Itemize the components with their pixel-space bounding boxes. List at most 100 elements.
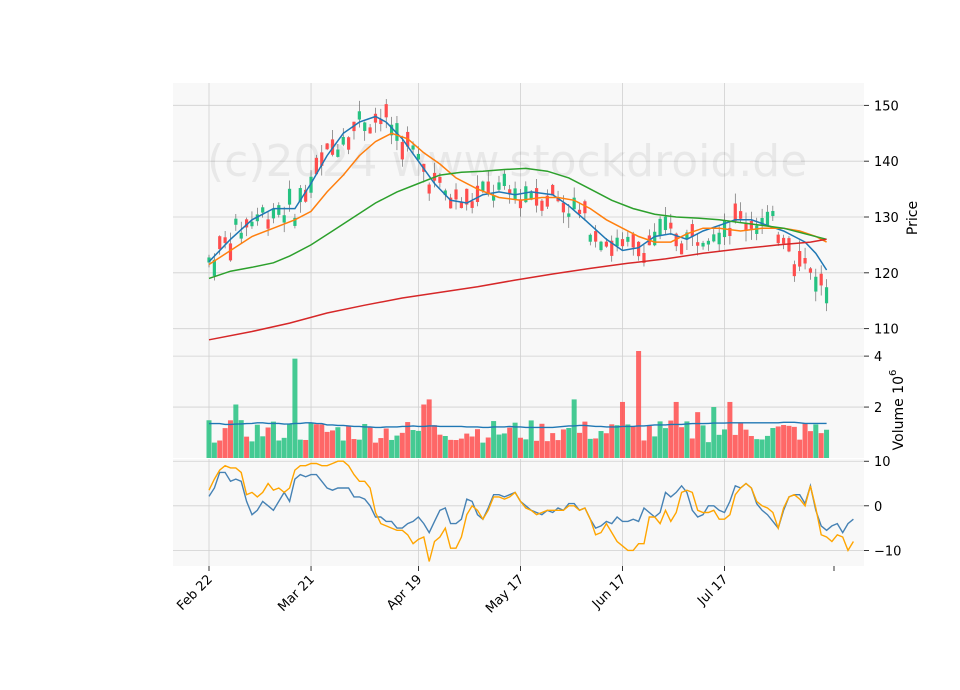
candle-body <box>239 232 243 239</box>
volume-bar <box>657 421 663 458</box>
candle-body <box>631 234 635 248</box>
candle-body <box>728 227 732 237</box>
volume-bar <box>276 440 282 458</box>
candle-body <box>819 273 823 286</box>
candle-body <box>261 207 265 213</box>
volume-bar <box>244 436 250 458</box>
volume-bar <box>625 424 631 458</box>
price-axis-label: Price <box>905 201 921 235</box>
volume-bar <box>711 407 717 458</box>
candle-body <box>561 202 566 213</box>
volume-bar <box>571 399 577 458</box>
candle-body <box>336 149 340 157</box>
volume-bar <box>802 423 808 458</box>
ma-line-red <box>208 238 827 341</box>
volume-tick-label: 4 <box>874 350 882 365</box>
volume-bar <box>432 425 438 458</box>
price-tick-label: 120 <box>874 267 899 282</box>
volume-bar <box>754 439 760 458</box>
volume-bar <box>421 404 427 458</box>
volume-bar <box>346 425 352 458</box>
candle-body <box>658 218 662 236</box>
candle-body <box>739 211 743 219</box>
candle-body <box>497 182 501 190</box>
candle-body <box>277 205 281 215</box>
candle-body <box>642 252 646 263</box>
candle-body <box>717 232 721 245</box>
volume-average <box>209 421 827 429</box>
candle-body <box>808 268 813 273</box>
candle-body <box>384 104 388 118</box>
volume-bar <box>743 429 749 458</box>
volume-bar <box>727 401 733 458</box>
candle-body <box>368 127 372 134</box>
volume-bar <box>689 438 695 458</box>
candle-body <box>518 199 523 209</box>
volume-bar <box>560 429 566 458</box>
oscillator-tick-label: 10 <box>874 455 891 470</box>
volume-bar <box>652 436 658 458</box>
volume-bar <box>807 431 813 458</box>
candle-body <box>513 188 517 200</box>
volume-bar <box>764 435 770 458</box>
candle-body <box>395 123 399 141</box>
candle-body <box>653 231 657 246</box>
candle-body <box>781 237 786 244</box>
volume-bar <box>609 424 615 458</box>
volume-bar <box>480 442 486 458</box>
volume-bar <box>448 439 454 458</box>
volume-bar <box>340 440 346 458</box>
candle-body <box>508 189 512 195</box>
volume-bar <box>587 438 593 458</box>
volume-bar <box>732 434 738 458</box>
volume-bar <box>641 440 647 458</box>
volume-bar <box>372 442 378 458</box>
volume-axis-label-base: Volume 10 <box>891 376 907 450</box>
volume-bar <box>662 428 668 458</box>
candle-body <box>486 181 490 194</box>
candle-body <box>293 217 297 226</box>
candle-body <box>583 201 587 214</box>
volume-bar <box>389 439 395 458</box>
candle-body <box>663 216 668 231</box>
volume-bar <box>791 426 797 458</box>
price-tick-label: 130 <box>874 211 899 226</box>
volume-bar <box>415 430 421 458</box>
candle-body <box>706 240 711 245</box>
candle-body <box>427 184 431 194</box>
candle-body <box>438 176 442 183</box>
volume-bar <box>684 421 690 458</box>
volume-bar <box>491 421 497 458</box>
candle-body <box>588 234 592 242</box>
candle-body <box>577 209 582 215</box>
volume-bar <box>399 432 405 458</box>
volume-bars <box>206 351 830 458</box>
candle-body <box>556 197 560 202</box>
date-tick-label: Jun 17 <box>589 572 629 612</box>
volume-tick-label: 2 <box>874 401 882 416</box>
volume-bar <box>619 401 625 458</box>
volume-bar <box>781 425 787 458</box>
volume-bar <box>593 438 599 458</box>
volume-bar <box>507 427 513 458</box>
volume-bar <box>442 435 448 458</box>
volume-bar <box>206 420 212 458</box>
volume-bar <box>700 425 706 458</box>
volume-bar <box>544 441 550 458</box>
date-tick-label: Jul 17 <box>694 572 731 609</box>
candle-body <box>228 243 233 261</box>
candle-body <box>626 236 630 242</box>
volume-bar <box>394 435 400 458</box>
candle-body <box>524 186 528 203</box>
candle-body <box>567 213 571 217</box>
candle-body <box>470 201 474 208</box>
ma-line-blue <box>208 115 828 271</box>
volume-bar <box>297 439 303 458</box>
volume-bar <box>367 427 373 458</box>
volume-bar <box>534 440 540 458</box>
candle-body <box>798 251 802 267</box>
volume-bar <box>517 437 523 458</box>
candle-body <box>287 188 292 205</box>
candle-body <box>320 152 324 166</box>
